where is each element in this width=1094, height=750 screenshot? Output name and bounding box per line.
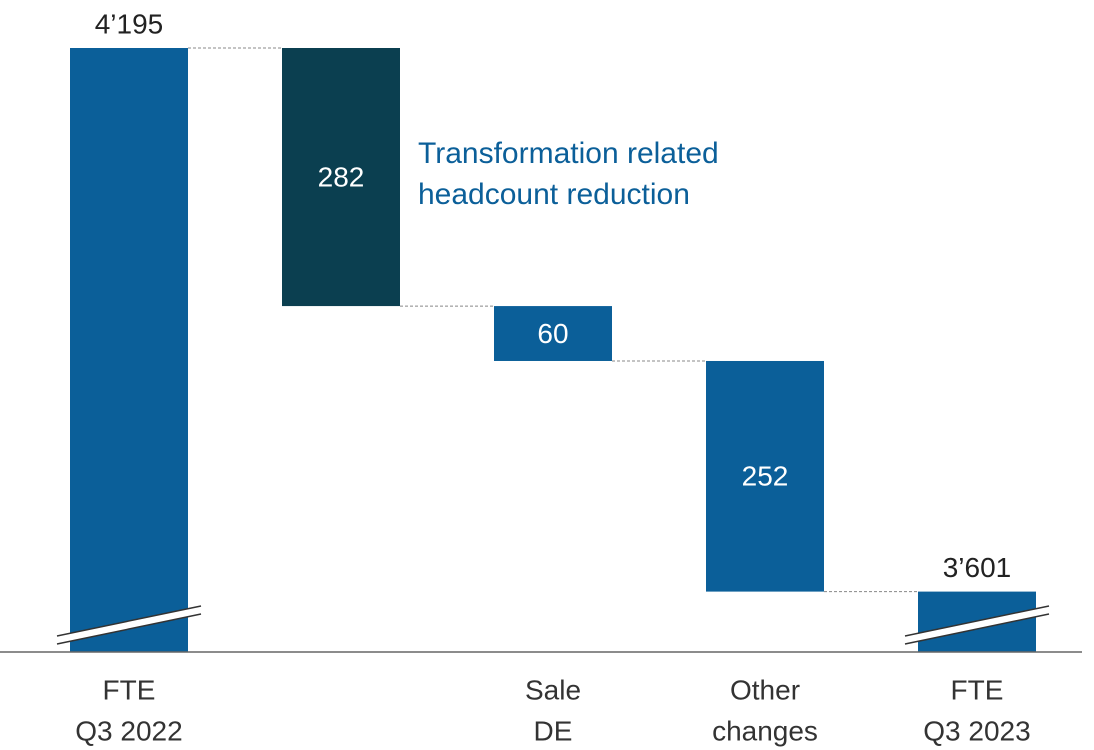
x-tick-label: Sale <box>525 674 581 705</box>
value-label: 4’195 <box>95 8 164 39</box>
bar <box>494 306 612 361</box>
annotation: headcount reduction <box>418 178 690 211</box>
x-tick-label: FTE <box>103 674 156 705</box>
value-label: 3’601 <box>943 552 1012 583</box>
value-label: 252 <box>742 461 789 492</box>
axis-break-line <box>904 613 1050 645</box>
annotation: Transformation related <box>418 137 719 170</box>
value-label: 60 <box>537 318 568 349</box>
axis-break <box>905 606 1049 644</box>
axis-break-line <box>56 605 202 637</box>
value-label: 282 <box>318 161 365 192</box>
bar <box>706 360 824 592</box>
axis-break-line <box>904 605 1050 637</box>
bar <box>70 48 188 652</box>
x-tick-label: Q3 2023 <box>923 715 1030 746</box>
x-tick-label: Other <box>730 674 800 705</box>
axis-break-line <box>56 613 202 645</box>
x-tick-label: FTE <box>951 674 1004 705</box>
x-tick-label: DE <box>534 715 573 746</box>
x-tick-label: changes <box>712 715 818 746</box>
x-tick-label: Q3 2022 <box>75 715 182 746</box>
axis-break <box>57 606 201 644</box>
bar <box>282 48 400 307</box>
